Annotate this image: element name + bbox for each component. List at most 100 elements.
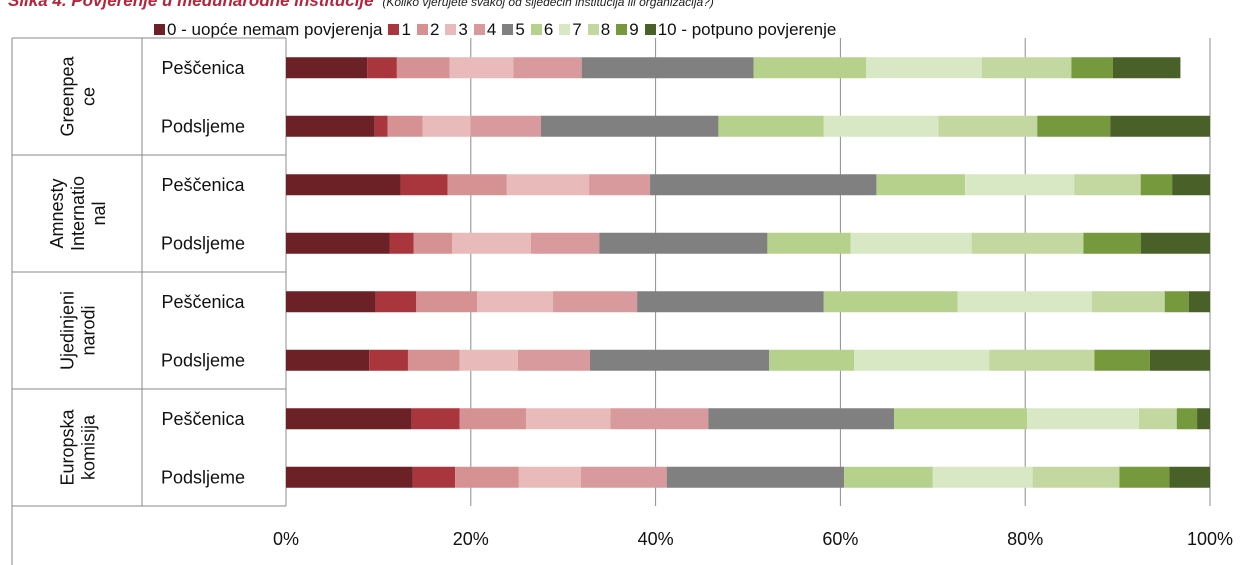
group-label-line: Amnesty (47, 178, 67, 248)
bar-segment (400, 174, 448, 196)
bar-segment (854, 349, 990, 371)
legend-item: 3 (445, 20, 468, 40)
legend-label: 7 (572, 20, 582, 39)
legend-label: 6 (543, 20, 554, 39)
bar-segment (981, 57, 1072, 79)
row-label: Podsljeme (161, 467, 245, 487)
chart-title-text: Slika 4. Povjerenje u međunarodne instit… (8, 0, 374, 10)
x-tick-label: 80% (1007, 529, 1043, 549)
legend-label: 4 (486, 20, 497, 39)
bar-segment (1071, 57, 1113, 79)
group-label-line: komisija (79, 414, 99, 480)
bar-segment (286, 232, 390, 254)
legend-label: 3 (458, 20, 468, 39)
bar-segment (823, 115, 939, 137)
legend-swatch (445, 24, 457, 35)
bar-segment (286, 115, 375, 137)
legend-item: 10 - potpuno povjerenje (644, 20, 836, 40)
legend-item: 9 (616, 20, 639, 40)
bar-segment (753, 57, 867, 79)
legend-swatch (530, 24, 542, 35)
group-label: Ujedinjeninarodi (58, 291, 99, 370)
group-label: Greenpeace (58, 55, 99, 136)
bar-segment (823, 291, 958, 313)
bar-segment (449, 57, 514, 79)
bar-segment (387, 115, 423, 137)
x-tick-label: 100% (1187, 529, 1233, 549)
bar-segment (893, 408, 1028, 430)
group-label-line: nal (89, 201, 109, 225)
legend-label: 0 - uopće nemam povjerenja (167, 20, 383, 39)
legend-swatch (644, 24, 656, 35)
bar-segment (374, 115, 388, 137)
legend-swatch (388, 24, 400, 35)
group-label-line: Europska (58, 408, 78, 485)
row-label: Peščenica (161, 292, 245, 312)
bar-segment (1032, 466, 1120, 488)
bar-segment (412, 466, 456, 488)
bar-segment (769, 349, 855, 371)
bar-segment (1169, 466, 1210, 488)
chart-title: Slika 4. Povjerenje u međunarodne instit… (8, 0, 714, 11)
x-tick-label: 20% (453, 529, 489, 549)
bar-segment (1172, 174, 1210, 196)
legend-swatch (587, 24, 599, 35)
legend-swatch (616, 24, 628, 35)
bar-segment (1138, 408, 1177, 430)
bar-segment (517, 349, 590, 371)
bar-segment (407, 349, 460, 371)
legend-swatch (559, 24, 571, 35)
bar-segment (553, 291, 638, 313)
bar-segment (470, 115, 542, 137)
bar-segment (589, 349, 770, 371)
bar-segment (1197, 408, 1210, 430)
group-label: AmnestyInternational (47, 176, 109, 251)
bar-segment (589, 174, 651, 196)
bar-segment (455, 466, 519, 488)
row-label: Podsljeme (161, 350, 245, 370)
bar-segment (1119, 466, 1170, 488)
legend-label: 5 (515, 20, 525, 39)
legend-item: 6 (530, 20, 554, 40)
bar-segment (286, 349, 370, 371)
group-label-line: Ujedinjeni (58, 291, 78, 370)
bar-segment (389, 232, 414, 254)
bar-segment (422, 115, 471, 137)
bar-segment (971, 232, 1084, 254)
bar-segment (938, 115, 1038, 137)
bar-segment (1083, 232, 1141, 254)
row-label: Peščenica (161, 409, 245, 429)
bar-segment (876, 174, 966, 196)
bar-segment (1027, 408, 1139, 430)
group-label-line: Internatio (68, 176, 88, 251)
bar-segment (767, 232, 851, 254)
legend-item: 2 (416, 20, 439, 40)
bar-segment (477, 291, 554, 313)
legend-label: 1 (401, 20, 411, 39)
bar-segment (666, 466, 845, 488)
legend-item: 5 (502, 20, 525, 40)
bar-segment (1110, 115, 1210, 137)
bar-segment (1094, 349, 1150, 371)
bar-segment (1149, 349, 1210, 371)
bar-segment (1176, 408, 1198, 430)
bar-segment (637, 291, 824, 313)
bar-segment (599, 232, 768, 254)
bar-segment (286, 57, 368, 79)
bar-segment (932, 466, 1033, 488)
group-label-line: ce (79, 87, 99, 106)
x-tick-label: 40% (638, 529, 674, 549)
bar-segment (286, 466, 413, 488)
chart-subtitle: (Koliko vjerujete svakoj od sljedećih in… (382, 0, 714, 9)
bar-segment (965, 174, 1075, 196)
bar-segment (413, 232, 453, 254)
x-tick-label: 0% (273, 529, 299, 549)
group-label-line: Greenpea (58, 55, 78, 136)
bar-segment (580, 466, 667, 488)
bar-segment (844, 466, 933, 488)
row-label: Peščenica (161, 175, 245, 195)
legend-item: 7 (559, 20, 582, 40)
bar-segment (1037, 115, 1111, 137)
bar-segment (459, 408, 527, 430)
